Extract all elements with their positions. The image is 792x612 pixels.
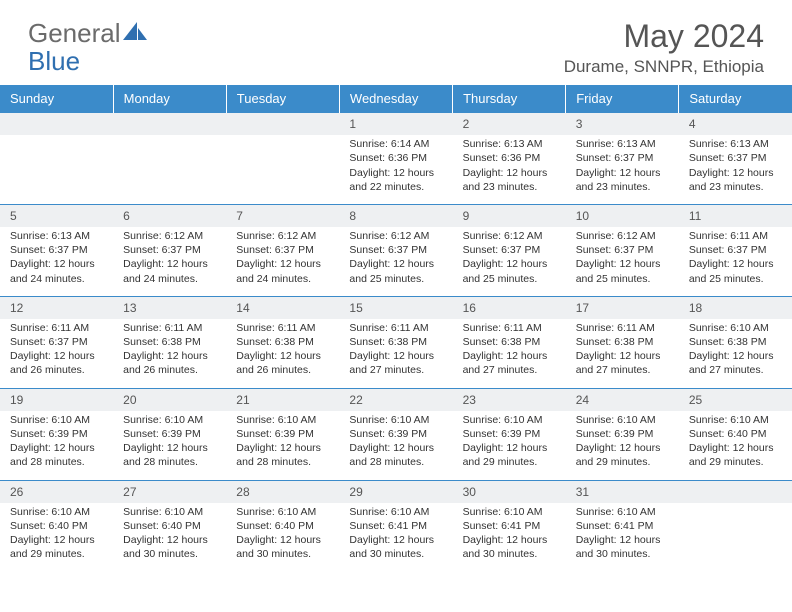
day-info: Sunrise: 6:10 AM Sunset: 6:39 PM Dayligh…: [0, 411, 113, 480]
day-number: [113, 113, 226, 136]
day-number: 12: [0, 296, 113, 319]
day-info: Sunrise: 6:11 AM Sunset: 6:37 PM Dayligh…: [0, 319, 113, 388]
day-info: Sunrise: 6:10 AM Sunset: 6:41 PM Dayligh…: [339, 503, 452, 572]
weekday-header: Tuesday: [226, 85, 339, 113]
day-number: 4: [679, 113, 792, 136]
day-info: Sunrise: 6:14 AM Sunset: 6:36 PM Dayligh…: [339, 135, 452, 204]
calendar-table: Sunday Monday Tuesday Wednesday Thursday…: [0, 85, 792, 571]
day-number: 24: [566, 388, 679, 411]
day-number: 18: [679, 296, 792, 319]
day-number: 8: [339, 204, 452, 227]
location-subtitle: Durame, SNNPR, Ethiopia: [564, 57, 764, 77]
day-number: 11: [679, 204, 792, 227]
day-info: Sunrise: 6:11 AM Sunset: 6:38 PM Dayligh…: [339, 319, 452, 388]
day-number: [0, 113, 113, 136]
day-info: Sunrise: 6:13 AM Sunset: 6:37 PM Dayligh…: [566, 135, 679, 204]
logo-text-general: General: [28, 18, 121, 49]
day-info: Sunrise: 6:10 AM Sunset: 6:40 PM Dayligh…: [226, 503, 339, 572]
day-info: Sunrise: 6:13 AM Sunset: 6:36 PM Dayligh…: [453, 135, 566, 204]
title-block: May 2024 Durame, SNNPR, Ethiopia: [564, 18, 764, 77]
month-title: May 2024: [564, 18, 764, 55]
day-number: 17: [566, 296, 679, 319]
day-number: 16: [453, 296, 566, 319]
day-number: 15: [339, 296, 452, 319]
day-info: Sunrise: 6:12 AM Sunset: 6:37 PM Dayligh…: [566, 227, 679, 296]
day-info: Sunrise: 6:11 AM Sunset: 6:38 PM Dayligh…: [113, 319, 226, 388]
day-info: Sunrise: 6:10 AM Sunset: 6:41 PM Dayligh…: [566, 503, 679, 572]
day-number: 5: [0, 204, 113, 227]
day-info: Sunrise: 6:13 AM Sunset: 6:37 PM Dayligh…: [0, 227, 113, 296]
day-number: 23: [453, 388, 566, 411]
logo: General: [28, 18, 151, 49]
info-row: Sunrise: 6:14 AM Sunset: 6:36 PM Dayligh…: [0, 135, 792, 204]
info-row: Sunrise: 6:13 AM Sunset: 6:37 PM Dayligh…: [0, 227, 792, 296]
day-number: 20: [113, 388, 226, 411]
day-info: Sunrise: 6:10 AM Sunset: 6:41 PM Dayligh…: [453, 503, 566, 572]
day-info: Sunrise: 6:11 AM Sunset: 6:38 PM Dayligh…: [226, 319, 339, 388]
weekday-header: Thursday: [453, 85, 566, 113]
info-row: Sunrise: 6:10 AM Sunset: 6:39 PM Dayligh…: [0, 411, 792, 480]
day-info: Sunrise: 6:11 AM Sunset: 6:38 PM Dayligh…: [566, 319, 679, 388]
day-info: Sunrise: 6:10 AM Sunset: 6:40 PM Dayligh…: [113, 503, 226, 572]
day-number: 31: [566, 480, 679, 503]
day-info: Sunrise: 6:13 AM Sunset: 6:37 PM Dayligh…: [679, 135, 792, 204]
weekday-header: Saturday: [679, 85, 792, 113]
day-number: 9: [453, 204, 566, 227]
daynum-row: 1234: [0, 113, 792, 136]
day-info: [113, 135, 226, 204]
day-number: 13: [113, 296, 226, 319]
day-number: 7: [226, 204, 339, 227]
weekday-header: Monday: [113, 85, 226, 113]
day-number: 21: [226, 388, 339, 411]
day-info: Sunrise: 6:12 AM Sunset: 6:37 PM Dayligh…: [226, 227, 339, 296]
day-number: 25: [679, 388, 792, 411]
day-info: Sunrise: 6:10 AM Sunset: 6:38 PM Dayligh…: [679, 319, 792, 388]
day-number: 28: [226, 480, 339, 503]
day-info: Sunrise: 6:10 AM Sunset: 6:39 PM Dayligh…: [113, 411, 226, 480]
day-info: Sunrise: 6:10 AM Sunset: 6:39 PM Dayligh…: [566, 411, 679, 480]
day-info: [679, 503, 792, 572]
daynum-row: 19202122232425: [0, 388, 792, 411]
day-number: 30: [453, 480, 566, 503]
day-number: 26: [0, 480, 113, 503]
logo-sail-icon: [123, 18, 149, 49]
weekday-header: Wednesday: [339, 85, 452, 113]
day-number: 19: [0, 388, 113, 411]
day-number: [226, 113, 339, 136]
logo-text-blue: Blue: [28, 46, 80, 77]
day-info: Sunrise: 6:12 AM Sunset: 6:37 PM Dayligh…: [453, 227, 566, 296]
day-info: Sunrise: 6:10 AM Sunset: 6:39 PM Dayligh…: [453, 411, 566, 480]
day-number: 14: [226, 296, 339, 319]
day-info: [0, 135, 113, 204]
day-info: Sunrise: 6:11 AM Sunset: 6:37 PM Dayligh…: [679, 227, 792, 296]
daynum-row: 12131415161718: [0, 296, 792, 319]
day-number: 6: [113, 204, 226, 227]
day-info: Sunrise: 6:12 AM Sunset: 6:37 PM Dayligh…: [339, 227, 452, 296]
weekday-header: Friday: [566, 85, 679, 113]
weekday-header: Sunday: [0, 85, 113, 113]
day-info: Sunrise: 6:10 AM Sunset: 6:40 PM Dayligh…: [679, 411, 792, 480]
day-info: Sunrise: 6:10 AM Sunset: 6:39 PM Dayligh…: [339, 411, 452, 480]
day-number: 27: [113, 480, 226, 503]
daynum-row: 567891011: [0, 204, 792, 227]
daynum-row: 262728293031: [0, 480, 792, 503]
day-number: 29: [339, 480, 452, 503]
info-row: Sunrise: 6:10 AM Sunset: 6:40 PM Dayligh…: [0, 503, 792, 572]
header: General May 2024 Durame, SNNPR, Ethiopia: [0, 0, 792, 85]
weekday-header-row: Sunday Monday Tuesday Wednesday Thursday…: [0, 85, 792, 113]
day-number: 10: [566, 204, 679, 227]
info-row: Sunrise: 6:11 AM Sunset: 6:37 PM Dayligh…: [0, 319, 792, 388]
day-info: Sunrise: 6:12 AM Sunset: 6:37 PM Dayligh…: [113, 227, 226, 296]
day-info: Sunrise: 6:11 AM Sunset: 6:38 PM Dayligh…: [453, 319, 566, 388]
day-number: [679, 480, 792, 503]
day-number: 22: [339, 388, 452, 411]
day-number: 3: [566, 113, 679, 136]
day-info: Sunrise: 6:10 AM Sunset: 6:40 PM Dayligh…: [0, 503, 113, 572]
day-info: Sunrise: 6:10 AM Sunset: 6:39 PM Dayligh…: [226, 411, 339, 480]
day-number: 1: [339, 113, 452, 136]
day-number: 2: [453, 113, 566, 136]
day-info: [226, 135, 339, 204]
